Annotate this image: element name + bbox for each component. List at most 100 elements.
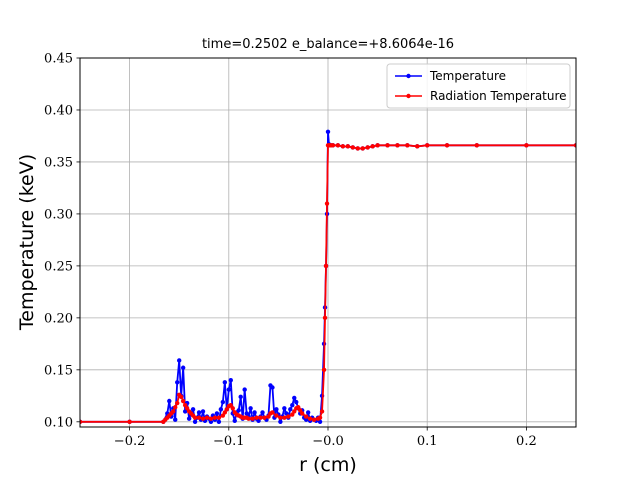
data-point bbox=[182, 409, 188, 414]
data-point bbox=[444, 143, 450, 148]
data-point bbox=[474, 143, 479, 148]
data-point bbox=[254, 415, 259, 420]
data-point bbox=[167, 398, 172, 404]
data-point bbox=[395, 143, 400, 148]
data-point bbox=[212, 415, 218, 420]
data-point bbox=[177, 358, 182, 363]
data-point bbox=[250, 416, 255, 421]
data-point bbox=[365, 145, 370, 150]
data-point bbox=[370, 144, 375, 149]
x-axis-label: r (cm) bbox=[299, 454, 357, 476]
data-point bbox=[258, 415, 263, 420]
data-point bbox=[208, 419, 214, 424]
data-point bbox=[296, 405, 301, 410]
data-point bbox=[246, 416, 251, 421]
y-tick-label: 0.40 bbox=[44, 103, 73, 118]
data-point bbox=[186, 416, 192, 421]
x-tick-label: −0.1 bbox=[213, 434, 245, 449]
data-point bbox=[340, 144, 346, 149]
data-point bbox=[80, 419, 83, 424]
data-point bbox=[192, 415, 198, 420]
data-point bbox=[292, 395, 297, 401]
data-point bbox=[307, 416, 313, 421]
data-point bbox=[292, 409, 297, 414]
data-point bbox=[303, 417, 309, 422]
data-point bbox=[355, 146, 360, 151]
data-point bbox=[238, 394, 243, 400]
data-point bbox=[305, 410, 311, 415]
data-point bbox=[345, 144, 351, 149]
legend-marker-temperature bbox=[406, 73, 411, 79]
data-point bbox=[573, 143, 576, 148]
data-point bbox=[218, 407, 224, 412]
x-tick-label: −0.2 bbox=[114, 434, 146, 449]
data-point bbox=[360, 146, 365, 151]
data-point bbox=[204, 415, 210, 420]
data-point bbox=[290, 412, 295, 417]
data-point bbox=[200, 416, 206, 421]
data-point bbox=[405, 143, 410, 148]
data-point bbox=[175, 380, 180, 385]
data-point bbox=[248, 406, 253, 411]
data-point bbox=[175, 400, 180, 406]
data-point bbox=[214, 411, 220, 416]
data-point bbox=[236, 408, 241, 413]
data-point bbox=[278, 415, 283, 420]
data-point bbox=[294, 399, 299, 405]
data-point bbox=[266, 414, 271, 419]
y-tick-label: 0.30 bbox=[44, 207, 73, 222]
data-point bbox=[270, 410, 275, 415]
y-tick-label: 0.20 bbox=[44, 311, 73, 326]
data-point bbox=[274, 407, 279, 412]
data-point bbox=[319, 409, 325, 414]
data-point bbox=[323, 263, 329, 269]
x-tick-label: −0.0 bbox=[312, 434, 344, 449]
data-point bbox=[524, 143, 529, 148]
y-tick-label: 0.15 bbox=[44, 363, 73, 378]
y-tick-label: 0.35 bbox=[44, 155, 73, 170]
data-point bbox=[192, 419, 198, 424]
data-point bbox=[190, 407, 196, 412]
data-point bbox=[228, 402, 233, 408]
data-point bbox=[330, 143, 336, 148]
data-point bbox=[127, 419, 132, 424]
legend-marker-radiation-temperature bbox=[406, 93, 411, 99]
legend-box bbox=[386, 63, 571, 109]
data-point bbox=[278, 419, 283, 424]
legend: Temperature Radiation Temperature bbox=[386, 63, 571, 109]
legend-label-temperature: Temperature bbox=[429, 69, 506, 83]
data-point bbox=[196, 410, 202, 415]
data-point bbox=[222, 380, 228, 385]
y-tick-label: 0.45 bbox=[44, 52, 73, 67]
data-point bbox=[184, 406, 190, 411]
plot-area bbox=[80, 129, 576, 424]
y-tick-label: 0.10 bbox=[44, 415, 73, 430]
data-point bbox=[415, 144, 420, 149]
data-point bbox=[425, 143, 430, 148]
data-point bbox=[196, 415, 202, 420]
data-point bbox=[228, 378, 233, 383]
data-point bbox=[290, 402, 295, 408]
axis-ticks: −0.2 −0.1 −0.0 0.1 0.2 0.10 0.15 0.20 0.25 0.30 0.… bbox=[44, 52, 537, 450]
data-point bbox=[284, 411, 289, 416]
data-point bbox=[173, 417, 178, 422]
data-point bbox=[282, 415, 287, 420]
data-point bbox=[216, 419, 222, 424]
data-point bbox=[208, 416, 214, 421]
data-point bbox=[317, 419, 323, 424]
data-point bbox=[282, 406, 287, 411]
data-point bbox=[180, 365, 186, 370]
data-point bbox=[173, 405, 178, 410]
legend-label-radiation-temperature: Radiation Temperature bbox=[430, 89, 567, 103]
data-point bbox=[303, 414, 309, 419]
data-point bbox=[274, 413, 279, 418]
data-point bbox=[321, 367, 327, 373]
data-point bbox=[216, 415, 222, 420]
y-tick-label: 0.25 bbox=[44, 259, 73, 274]
data-point bbox=[252, 410, 257, 415]
x-tick-label: 0.1 bbox=[417, 434, 438, 449]
data-point bbox=[375, 143, 380, 148]
data-point bbox=[317, 415, 323, 420]
data-point bbox=[182, 402, 188, 408]
